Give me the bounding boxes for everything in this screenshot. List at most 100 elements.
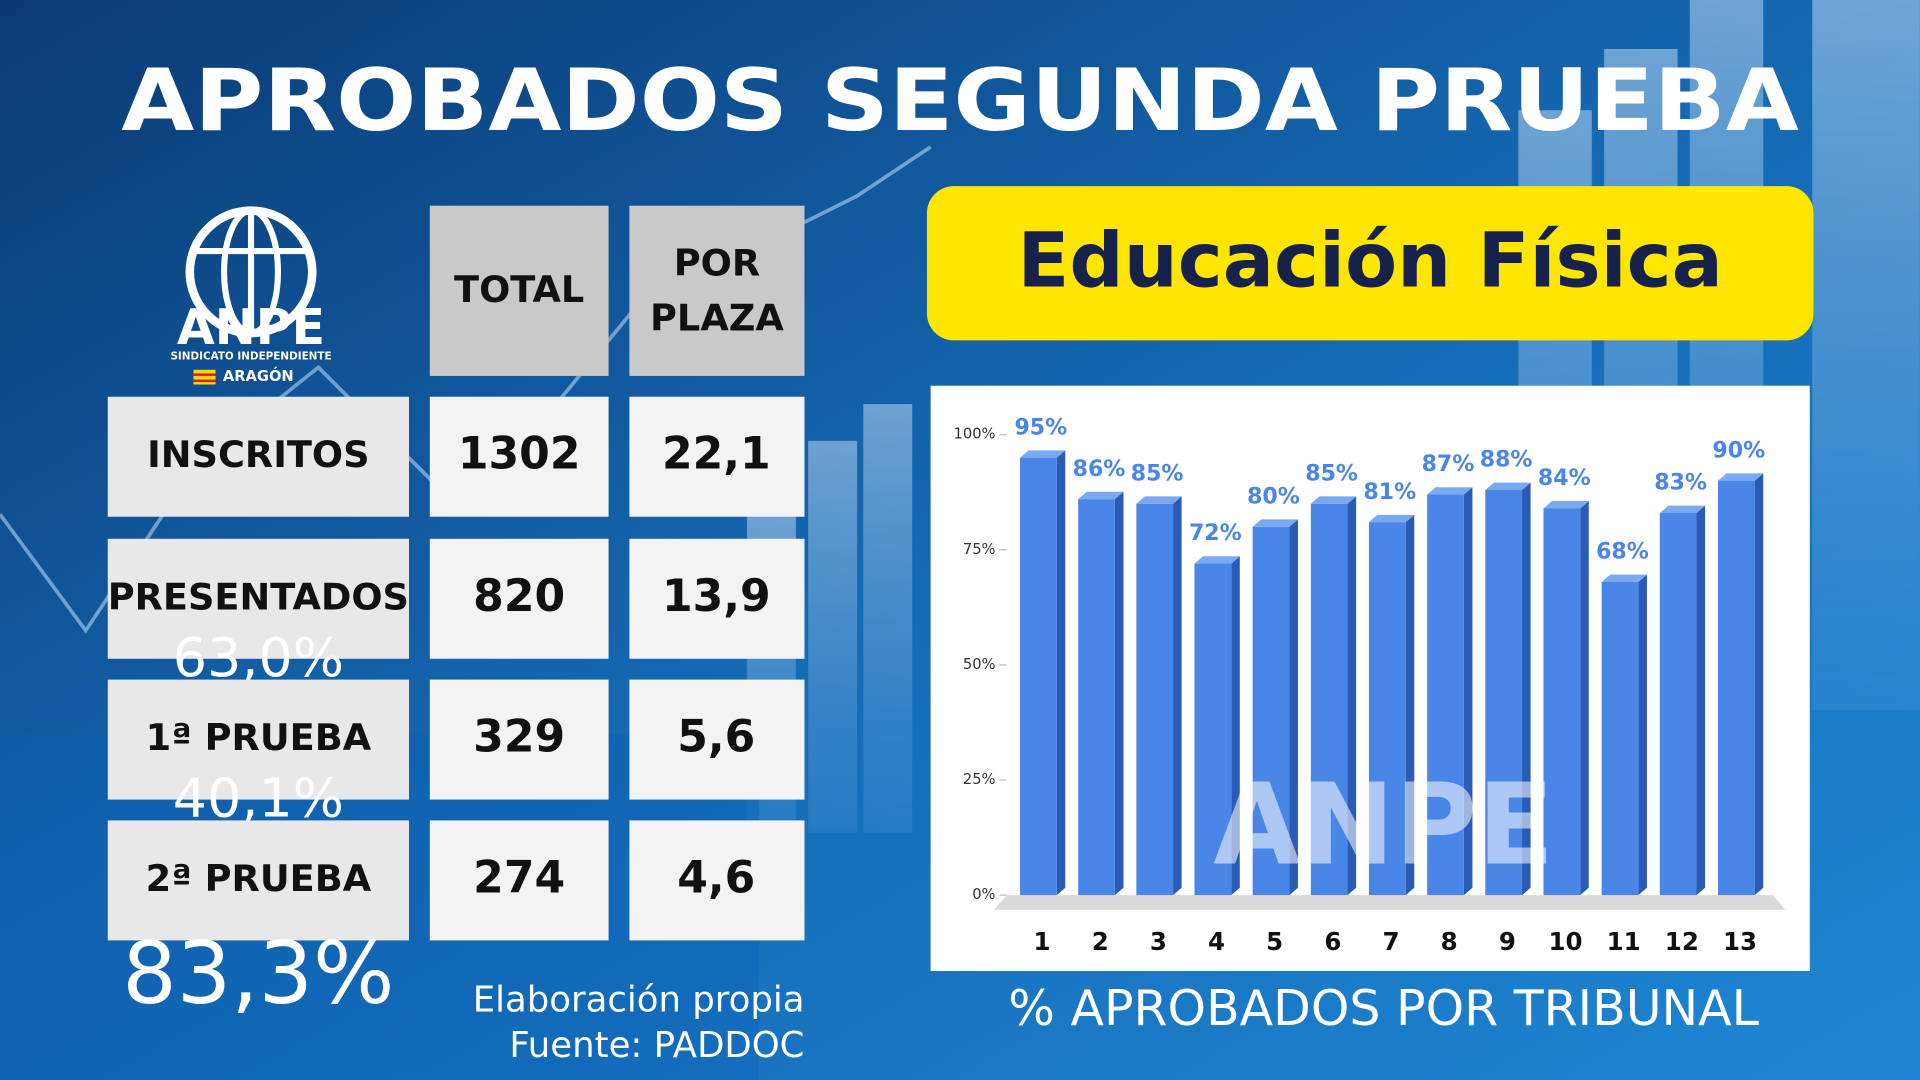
value-label: 88% (1480, 448, 1533, 473)
total-cell (429, 396, 609, 517)
value-label: 90% (1712, 438, 1765, 463)
per-place-value: 13,9 (662, 571, 771, 622)
rate: 63,0% (173, 626, 344, 689)
total-value: 274 (473, 852, 565, 903)
credit: Elaboración propia (473, 980, 805, 1021)
bar-side (1056, 450, 1066, 896)
x-tick-label: 10 (1548, 927, 1582, 956)
bar-side (1347, 496, 1357, 896)
bar (1252, 526, 1290, 896)
bar-side (1173, 496, 1182, 896)
x-tick-label: 11 (1607, 927, 1641, 956)
bar-top (1601, 574, 1647, 583)
bar-top (1194, 556, 1240, 564)
per-place-value: 22,1 (662, 429, 771, 480)
bar (1427, 494, 1464, 896)
table-body: INSCRITOS 1302 22,1 PRESENTADOS 820 13,9 63,0%… (107, 396, 805, 1024)
value-label: 86% (1073, 457, 1126, 482)
per-place-value: 5,6 (677, 712, 755, 763)
bar-top (1252, 519, 1298, 527)
logo: ANPE SINDICATO INDEPENDIENTE ARAGÓN (170, 206, 332, 385)
y-tick-label: 75% (963, 541, 996, 558)
bar-side (1638, 574, 1647, 896)
rate: 83,3% (122, 924, 394, 1024)
bar-top (1427, 487, 1473, 495)
bar-side (1463, 487, 1473, 896)
total-value: 329 (473, 712, 565, 763)
header-cell (629, 205, 805, 376)
bar (1310, 503, 1348, 896)
bar-side (1289, 519, 1298, 896)
x-tick-label: 6 (1324, 927, 1341, 956)
per-place-cell (629, 679, 805, 800)
per-place-cell (629, 820, 805, 941)
per-place-cell (629, 538, 805, 659)
logo-tagline: SINDICATO INDEPENDIENTE (170, 350, 331, 362)
title: APROBADOS SEGUNDA PRUEBA (121, 51, 1799, 151)
bar-side (1580, 501, 1589, 896)
bar (1659, 512, 1697, 896)
x-tick-label: 7 (1383, 927, 1400, 956)
logo-name: ANPE (177, 299, 325, 356)
x-tick-label: 12 (1665, 927, 1699, 956)
column-header-box: POR PLAZA (650, 241, 784, 340)
bar-side (1696, 505, 1706, 896)
value-label: 81% (1363, 480, 1416, 505)
y-tick-label: 0% (972, 886, 995, 903)
bar-top (1717, 473, 1764, 481)
value-label: 84% (1538, 466, 1591, 491)
row-label: INSCRITOS (147, 433, 369, 476)
x-tick-label: 5 (1266, 927, 1283, 956)
bar-top (1368, 514, 1415, 523)
bar-top (1078, 491, 1124, 500)
value-label: 87% (1422, 452, 1475, 477)
bar (1368, 522, 1406, 896)
bar (1194, 563, 1232, 896)
bar (1485, 489, 1523, 896)
bar-top (1136, 496, 1182, 504)
subtitle: Educación Física (1018, 217, 1723, 305)
bar-top (1310, 496, 1357, 504)
bar (1078, 499, 1115, 896)
logo-region: ARAGÓN (223, 367, 294, 385)
row-label: 2ª PRUEBA (146, 857, 372, 900)
total-cell (429, 538, 609, 659)
per-place-cell (629, 396, 805, 517)
value-label: 68% (1596, 540, 1649, 565)
row-label-cell (107, 679, 409, 800)
column-header: TOTAL (454, 268, 584, 311)
x-tick-label: 9 (1499, 927, 1516, 956)
bar-top (1543, 501, 1589, 509)
x-tick-label: 4 (1208, 927, 1225, 956)
bar (1601, 582, 1639, 896)
total-value: 820 (473, 571, 565, 622)
x-tick-label: 1 (1034, 927, 1051, 956)
total-cell (429, 679, 609, 800)
row-label-cell (107, 396, 409, 517)
column-header: POR PLAZA (650, 241, 784, 340)
bar (1020, 457, 1057, 896)
total-value: 1302 (458, 429, 581, 480)
bar (1717, 480, 1755, 896)
header-cell (429, 205, 609, 376)
bar-top (1020, 450, 1066, 458)
bar-side (1522, 482, 1531, 896)
bar-side (1754, 473, 1764, 896)
bar-top (1485, 482, 1531, 490)
bar-side (1114, 491, 1124, 896)
value-label: 83% (1654, 471, 1707, 496)
row-label-cell (107, 538, 409, 659)
per-place-value: 4,6 (677, 852, 755, 903)
floor (994, 895, 1786, 910)
value-label: 72% (1189, 521, 1242, 546)
bar-side (1231, 556, 1240, 896)
value-label: 85% (1131, 461, 1184, 486)
x-tick-label: 13 (1723, 927, 1757, 956)
total-cell (429, 820, 609, 941)
bar-side (1405, 514, 1415, 896)
plot: 0% 25% 50% 75% 100% 1 95% 2 86% 3 85% 4 72% 5 80% 6 85% 7… (954, 415, 1786, 956)
row-label-cell (107, 820, 409, 941)
